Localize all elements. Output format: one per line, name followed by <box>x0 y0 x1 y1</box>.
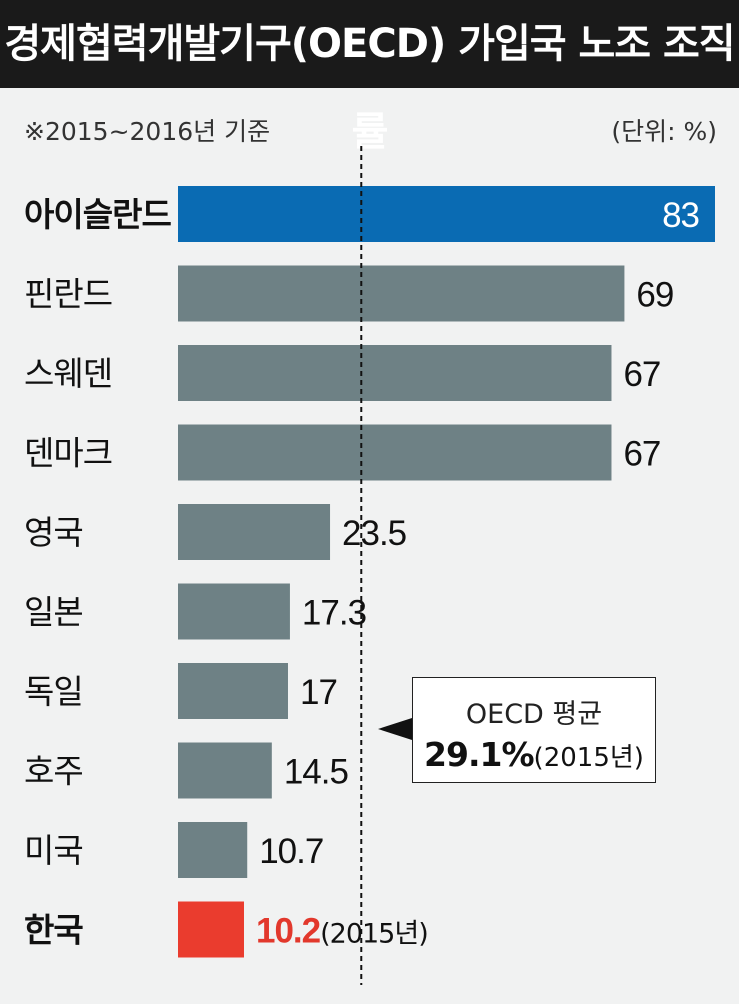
value-label: 67 <box>623 355 660 394</box>
chart-title: 경제협력개발기구(OECD) 가입국 노조 조직률 <box>4 21 735 155</box>
bar <box>178 186 715 242</box>
bar <box>178 583 290 640</box>
average-year: (2015년) <box>533 743 644 773</box>
category-label: 일본 <box>24 593 83 632</box>
value-label: 17 <box>300 673 337 712</box>
category-label: 미국 <box>24 831 83 870</box>
category-label: 아이슬란드 <box>24 195 171 234</box>
average-pointer-icon <box>378 718 412 740</box>
title-banner: 경제협력개발기구(OECD) 가입국 노조 조직률 <box>0 0 739 155</box>
value-label: 67 <box>623 435 660 474</box>
bar <box>178 265 625 322</box>
chart-note: ※2015~2016년 기준 <box>24 117 271 146</box>
bar <box>178 663 288 719</box>
average-value: 29.1% <box>424 735 534 774</box>
category-label: 영국 <box>24 513 83 552</box>
value-label: 14.5 <box>284 753 348 792</box>
category-label: 핀란드 <box>24 275 112 314</box>
value-suffix: (2015년) <box>320 919 428 950</box>
average-value-line: 29.1%(2015년) <box>413 735 655 774</box>
value-label: 69 <box>636 276 673 315</box>
average-callout: OECD 평균 29.1%(2015년) <box>412 677 656 783</box>
category-label: 한국 <box>24 911 83 950</box>
value-label: 10.2(2015년) <box>256 912 428 951</box>
category-label: 덴마크 <box>24 434 112 473</box>
bar <box>178 822 248 878</box>
category-label: 스웨덴 <box>24 354 112 393</box>
bar <box>178 424 612 481</box>
average-label: OECD 평균 <box>465 699 603 730</box>
unit-label: (단위: %) <box>611 117 717 146</box>
value-label: 23.5 <box>342 514 406 553</box>
value-label: 10.7 <box>259 832 323 871</box>
bar <box>178 742 272 799</box>
value-label: 17.3 <box>302 594 366 633</box>
bar <box>178 504 331 560</box>
category-label: 호주 <box>24 752 83 791</box>
value-label: 83 <box>662 196 699 235</box>
category-label: 독일 <box>24 672 83 711</box>
bar <box>178 901 244 958</box>
bar <box>178 345 612 401</box>
